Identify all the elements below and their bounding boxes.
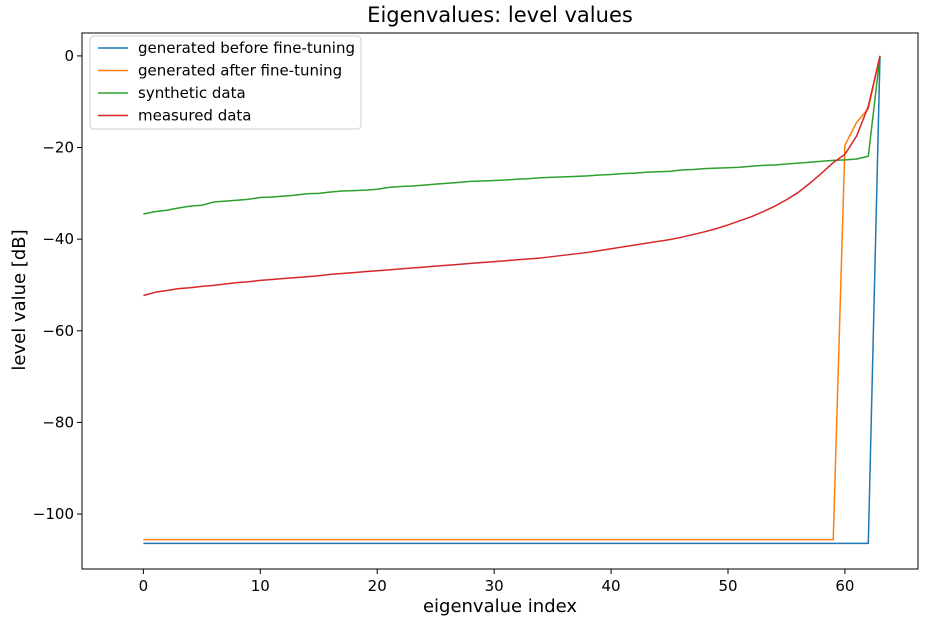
legend-label-2: generated after fine-tuning [138,62,342,80]
y-tick-label: −20 [42,139,74,157]
y-axis-label: level value [dB] [9,229,30,370]
series-line-4 [143,55,881,297]
y-tick-label: 0 [64,47,74,65]
series-line-1 [143,55,881,545]
legend-label-3: synthetic data [138,84,246,102]
x-tick-label: 0 [139,577,149,595]
legend-label-1: generated before fine-tuning [138,39,355,57]
series-line-2 [143,55,881,541]
y-tick-label: −100 [33,505,74,523]
x-axis-label: eigenvalue index [423,596,577,617]
y-tick-label: −40 [42,230,74,248]
x-tick-label: 10 [251,577,270,595]
legend-label-4: measured data [138,107,252,125]
legend: generated before fine-tuning generated af… [89,35,362,130]
chart-title: Eigenvalues: level values [367,3,633,27]
x-tick-label: 40 [602,577,621,595]
x-tick-label: 50 [718,577,737,595]
series-line-3 [143,55,881,215]
x-tick-label: 30 [485,577,504,595]
x-tick-label: 20 [368,577,387,595]
y-tick-label: −60 [42,322,74,340]
plot-area: 0 10 20 30 40 50 60 0 −20 −40 −60 −80 −100 [33,32,919,595]
axes-frame [81,32,919,570]
x-tick-label: 60 [835,577,854,595]
legend-box [89,35,362,130]
y-tick-label: −80 [42,413,74,431]
